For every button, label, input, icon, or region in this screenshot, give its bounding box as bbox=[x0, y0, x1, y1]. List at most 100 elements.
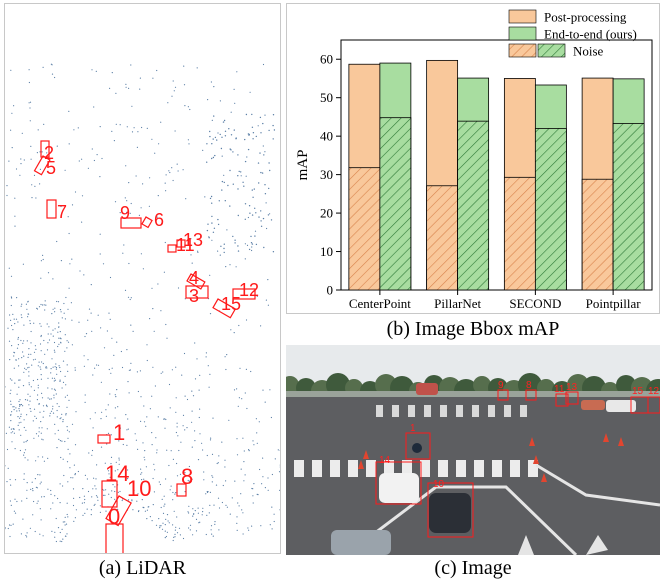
lidar-point bbox=[75, 411, 77, 413]
lidar-point bbox=[57, 497, 59, 500]
lidar-point bbox=[71, 344, 73, 346]
car-far bbox=[581, 400, 605, 410]
lidar-point bbox=[92, 488, 94, 490]
lidar-point bbox=[10, 304, 12, 307]
lidar-point bbox=[58, 438, 60, 440]
lidar-point bbox=[160, 525, 162, 527]
lidar-point bbox=[28, 348, 30, 350]
lidar-point bbox=[74, 369, 76, 371]
lidar-point bbox=[59, 331, 61, 333]
lidar-point bbox=[108, 368, 110, 371]
lidar-point bbox=[212, 156, 215, 159]
lidar-point bbox=[247, 216, 249, 219]
lidar-point bbox=[166, 531, 168, 533]
lidar-point bbox=[173, 90, 175, 92]
lidar-point bbox=[117, 406, 119, 408]
lidar-point bbox=[89, 418, 91, 420]
lidar-point bbox=[54, 379, 57, 381]
lidar-point bbox=[17, 336, 19, 339]
lidar-point bbox=[121, 366, 124, 369]
lidar-point bbox=[9, 359, 11, 361]
lidar-point bbox=[50, 493, 52, 495]
lidar-point bbox=[36, 152, 38, 154]
lidar-point bbox=[37, 474, 39, 476]
lidar-point bbox=[26, 482, 28, 484]
lidar-point bbox=[160, 506, 162, 509]
lidar-point bbox=[164, 427, 166, 429]
lidar-point bbox=[210, 529, 212, 531]
lidar-point bbox=[61, 387, 63, 389]
lidar-point bbox=[240, 468, 242, 470]
lidar-point bbox=[65, 535, 67, 537]
lidar-point bbox=[223, 243, 225, 245]
lidar-point bbox=[61, 413, 63, 415]
lidar-point bbox=[246, 407, 248, 410]
lidar-point bbox=[199, 433, 201, 435]
lidar-point bbox=[26, 532, 28, 534]
lidar-point bbox=[168, 383, 171, 386]
lidar-point bbox=[26, 414, 28, 416]
lidar-point bbox=[78, 160, 80, 162]
lidar-point bbox=[92, 427, 94, 429]
lidar-point bbox=[75, 509, 77, 511]
lidar-point bbox=[128, 87, 130, 89]
lidar-point bbox=[225, 266, 227, 268]
lidar-point bbox=[68, 431, 70, 433]
lidar-object-id: 5 bbox=[46, 158, 56, 178]
lidar-point bbox=[39, 366, 41, 368]
lidar-point bbox=[250, 242, 253, 244]
image-object-id: 1 bbox=[410, 423, 416, 434]
lidar-point bbox=[41, 392, 43, 394]
lidar-point bbox=[183, 352, 186, 355]
lidar-point bbox=[164, 503, 166, 505]
lidar-point bbox=[25, 368, 27, 371]
lidar-point bbox=[53, 341, 56, 344]
lidar-point bbox=[37, 456, 39, 458]
lidar-point bbox=[23, 159, 25, 161]
lidar-point bbox=[88, 452, 90, 454]
lidar-point bbox=[171, 95, 173, 97]
lidar-point bbox=[103, 489, 105, 491]
lidar-point bbox=[60, 205, 62, 208]
lidar-point bbox=[213, 504, 215, 506]
lidar-point bbox=[74, 191, 77, 193]
lidar-point bbox=[177, 287, 180, 289]
lidar-point bbox=[43, 410, 45, 412]
crosswalk-stripe bbox=[474, 460, 484, 477]
lidar-point bbox=[44, 353, 46, 355]
lidar-point bbox=[169, 489, 171, 491]
lidar-point bbox=[252, 502, 254, 504]
lidar-point bbox=[116, 389, 118, 391]
lidar-point bbox=[217, 497, 220, 499]
lidar-point bbox=[220, 147, 223, 150]
lidar-point bbox=[234, 102, 236, 104]
lidar-point bbox=[225, 480, 227, 482]
lidar-point bbox=[224, 200, 226, 202]
lidar-point bbox=[182, 414, 185, 416]
lidar-point bbox=[244, 218, 246, 220]
lidar-point bbox=[66, 533, 68, 535]
x-tick-label: CenterPoint bbox=[349, 296, 411, 311]
lidar-point bbox=[230, 149, 232, 151]
lidar-point bbox=[59, 418, 61, 420]
lidar-point bbox=[104, 462, 106, 464]
lidar-point bbox=[237, 214, 239, 217]
lidar-point bbox=[253, 188, 255, 190]
lidar-point bbox=[203, 471, 205, 473]
lidar-point bbox=[9, 535, 11, 538]
lidar-point bbox=[27, 313, 29, 315]
y-tick-label: 0 bbox=[327, 283, 334, 298]
lidar-point bbox=[217, 223, 220, 226]
lidar-point bbox=[186, 427, 188, 429]
lidar-point bbox=[83, 274, 85, 276]
lidar-point bbox=[50, 368, 52, 370]
lidar-point bbox=[36, 487, 38, 489]
lidar-point bbox=[39, 474, 41, 476]
lidar-point bbox=[58, 337, 60, 339]
lidar-point bbox=[68, 399, 70, 401]
lidar-point bbox=[12, 431, 14, 433]
y-tick-label: 50 bbox=[320, 90, 333, 105]
lidar-point bbox=[228, 419, 230, 421]
lidar-point bbox=[54, 307, 56, 309]
lidar-point bbox=[7, 467, 9, 469]
